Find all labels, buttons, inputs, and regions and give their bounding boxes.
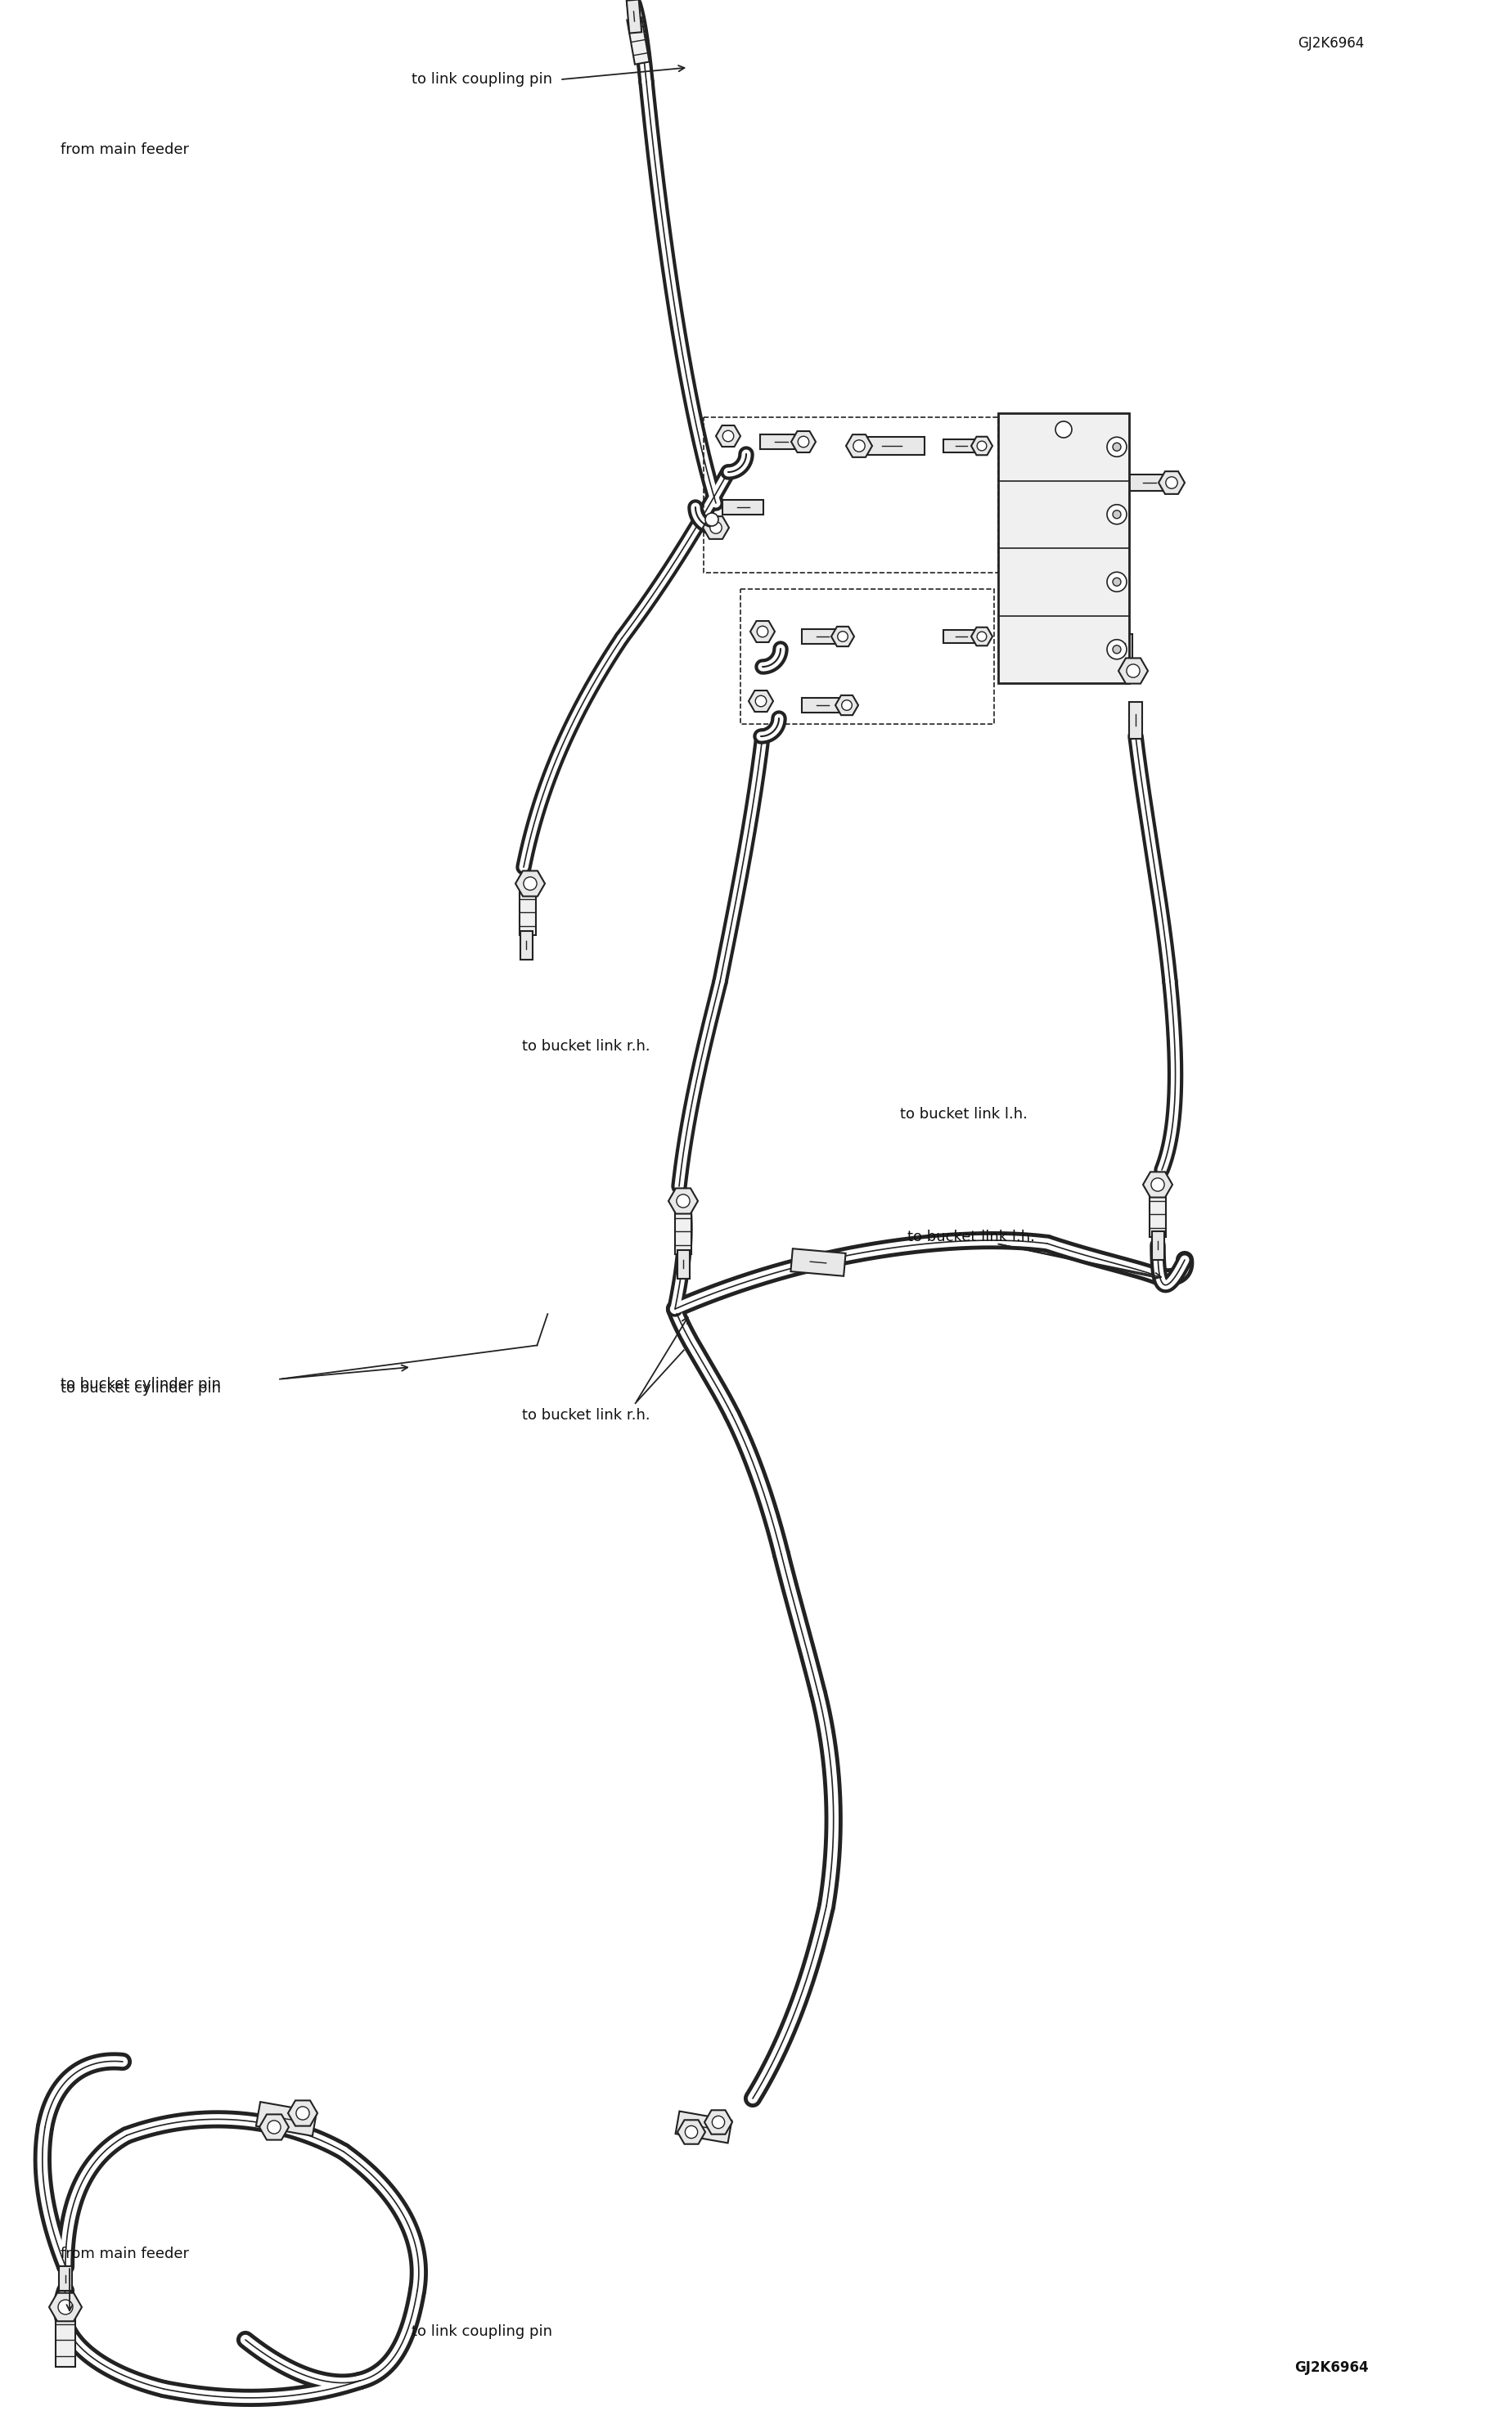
Polygon shape (971, 436, 992, 456)
Circle shape (754, 697, 767, 706)
Circle shape (1113, 646, 1120, 653)
Polygon shape (519, 890, 535, 935)
Circle shape (1107, 639, 1126, 658)
Polygon shape (845, 434, 872, 458)
Circle shape (1113, 444, 1120, 451)
Circle shape (853, 439, 865, 451)
Polygon shape (626, 0, 641, 34)
Text: to bucket link r.h.: to bucket link r.h. (522, 1408, 650, 1422)
Circle shape (709, 521, 721, 533)
Circle shape (1107, 436, 1126, 456)
Text: to bucket cylinder pin: to bucket cylinder pin (60, 1377, 221, 1391)
Text: to link coupling pin: to link coupling pin (411, 2324, 552, 2339)
Polygon shape (520, 931, 532, 960)
Text: to bucket link r.h.: to bucket link r.h. (522, 1039, 650, 1054)
Circle shape (977, 632, 986, 641)
Text: to bucket link l.h.: to bucket link l.h. (900, 1107, 1027, 1121)
Text: GJ2K6964: GJ2K6964 (1297, 36, 1364, 51)
Circle shape (705, 514, 718, 526)
Polygon shape (801, 697, 842, 714)
Circle shape (977, 441, 986, 451)
Circle shape (1151, 1179, 1164, 1191)
Bar (998, 412, 1128, 682)
Polygon shape (801, 629, 842, 644)
Circle shape (296, 2107, 308, 2119)
Polygon shape (791, 1249, 845, 1275)
Polygon shape (1126, 475, 1172, 492)
Polygon shape (48, 2293, 82, 2322)
Polygon shape (750, 622, 774, 641)
Polygon shape (835, 694, 857, 716)
Circle shape (838, 632, 847, 641)
Polygon shape (942, 629, 980, 644)
Circle shape (841, 699, 851, 711)
Polygon shape (674, 2112, 732, 2143)
Circle shape (676, 1193, 689, 1208)
Circle shape (1107, 571, 1126, 591)
Circle shape (1055, 422, 1070, 439)
Polygon shape (942, 439, 980, 453)
Text: to bucket cylinder pin: to bucket cylinder pin (60, 1382, 221, 1396)
Polygon shape (1117, 634, 1132, 658)
Circle shape (268, 2122, 281, 2134)
Text: GJ2K6964: GJ2K6964 (1293, 2360, 1368, 2375)
Polygon shape (1128, 702, 1142, 738)
Polygon shape (1149, 1191, 1166, 1237)
Text: to bucket link l.h.: to bucket link l.h. (907, 1230, 1034, 1244)
Circle shape (1113, 579, 1120, 586)
Circle shape (712, 2117, 724, 2129)
Polygon shape (748, 690, 773, 711)
Polygon shape (1143, 1172, 1172, 1198)
Circle shape (1166, 477, 1176, 489)
Polygon shape (791, 432, 815, 453)
Polygon shape (668, 1189, 697, 1213)
Polygon shape (971, 627, 992, 646)
Polygon shape (287, 2100, 318, 2127)
Circle shape (1107, 504, 1126, 523)
Polygon shape (705, 2110, 732, 2134)
Polygon shape (56, 2312, 76, 2368)
Polygon shape (703, 516, 729, 540)
Polygon shape (759, 434, 803, 448)
Polygon shape (59, 2266, 73, 2290)
Polygon shape (256, 2102, 316, 2136)
Polygon shape (1158, 473, 1184, 494)
Circle shape (57, 2300, 73, 2315)
Circle shape (523, 878, 537, 890)
Polygon shape (677, 2119, 705, 2143)
Polygon shape (1151, 1232, 1163, 1259)
Bar (703, 417, 998, 574)
Polygon shape (715, 424, 739, 446)
Polygon shape (626, 17, 649, 65)
Polygon shape (830, 627, 854, 646)
Polygon shape (259, 2114, 289, 2141)
Circle shape (1126, 665, 1139, 677)
Polygon shape (723, 499, 764, 514)
Polygon shape (674, 1208, 691, 1254)
Polygon shape (1117, 658, 1148, 685)
Text: to link coupling pin: to link coupling pin (411, 72, 552, 87)
Polygon shape (677, 1249, 689, 1278)
Bar (739, 588, 993, 723)
Circle shape (1113, 511, 1120, 518)
Circle shape (723, 432, 733, 441)
Text: from main feeder: from main feeder (60, 2247, 189, 2262)
Circle shape (685, 2127, 697, 2139)
Polygon shape (859, 436, 924, 456)
Polygon shape (516, 870, 544, 897)
Circle shape (797, 436, 809, 448)
Text: from main feeder: from main feeder (60, 142, 189, 157)
Circle shape (756, 627, 768, 637)
